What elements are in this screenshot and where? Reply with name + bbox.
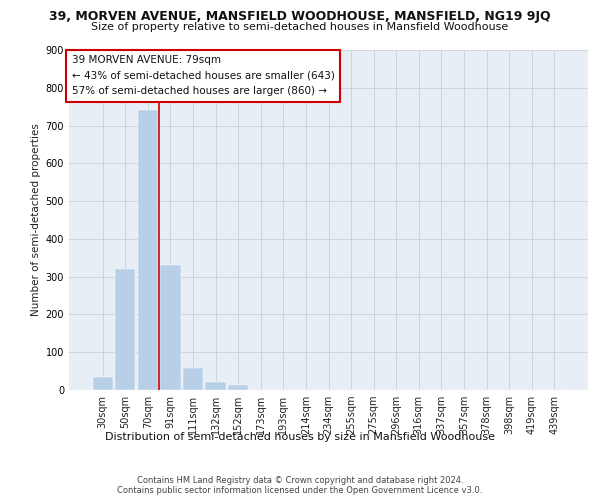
- Bar: [205, 382, 226, 390]
- Bar: [228, 385, 248, 390]
- Text: 39 MORVEN AVENUE: 79sqm
← 43% of semi-detached houses are smaller (643)
57% of s: 39 MORVEN AVENUE: 79sqm ← 43% of semi-de…: [71, 55, 334, 96]
- Bar: [115, 269, 136, 390]
- Bar: [160, 266, 181, 390]
- Text: Contains HM Land Registry data © Crown copyright and database right 2024.: Contains HM Land Registry data © Crown c…: [137, 476, 463, 485]
- Bar: [92, 377, 113, 390]
- Bar: [138, 110, 158, 390]
- Text: Contains public sector information licensed under the Open Government Licence v3: Contains public sector information licen…: [118, 486, 482, 495]
- Y-axis label: Number of semi-detached properties: Number of semi-detached properties: [31, 124, 41, 316]
- Text: 39, MORVEN AVENUE, MANSFIELD WOODHOUSE, MANSFIELD, NG19 9JQ: 39, MORVEN AVENUE, MANSFIELD WOODHOUSE, …: [49, 10, 551, 23]
- Bar: [183, 368, 203, 390]
- Text: Distribution of semi-detached houses by size in Mansfield Woodhouse: Distribution of semi-detached houses by …: [105, 432, 495, 442]
- Text: Size of property relative to semi-detached houses in Mansfield Woodhouse: Size of property relative to semi-detach…: [91, 22, 509, 32]
